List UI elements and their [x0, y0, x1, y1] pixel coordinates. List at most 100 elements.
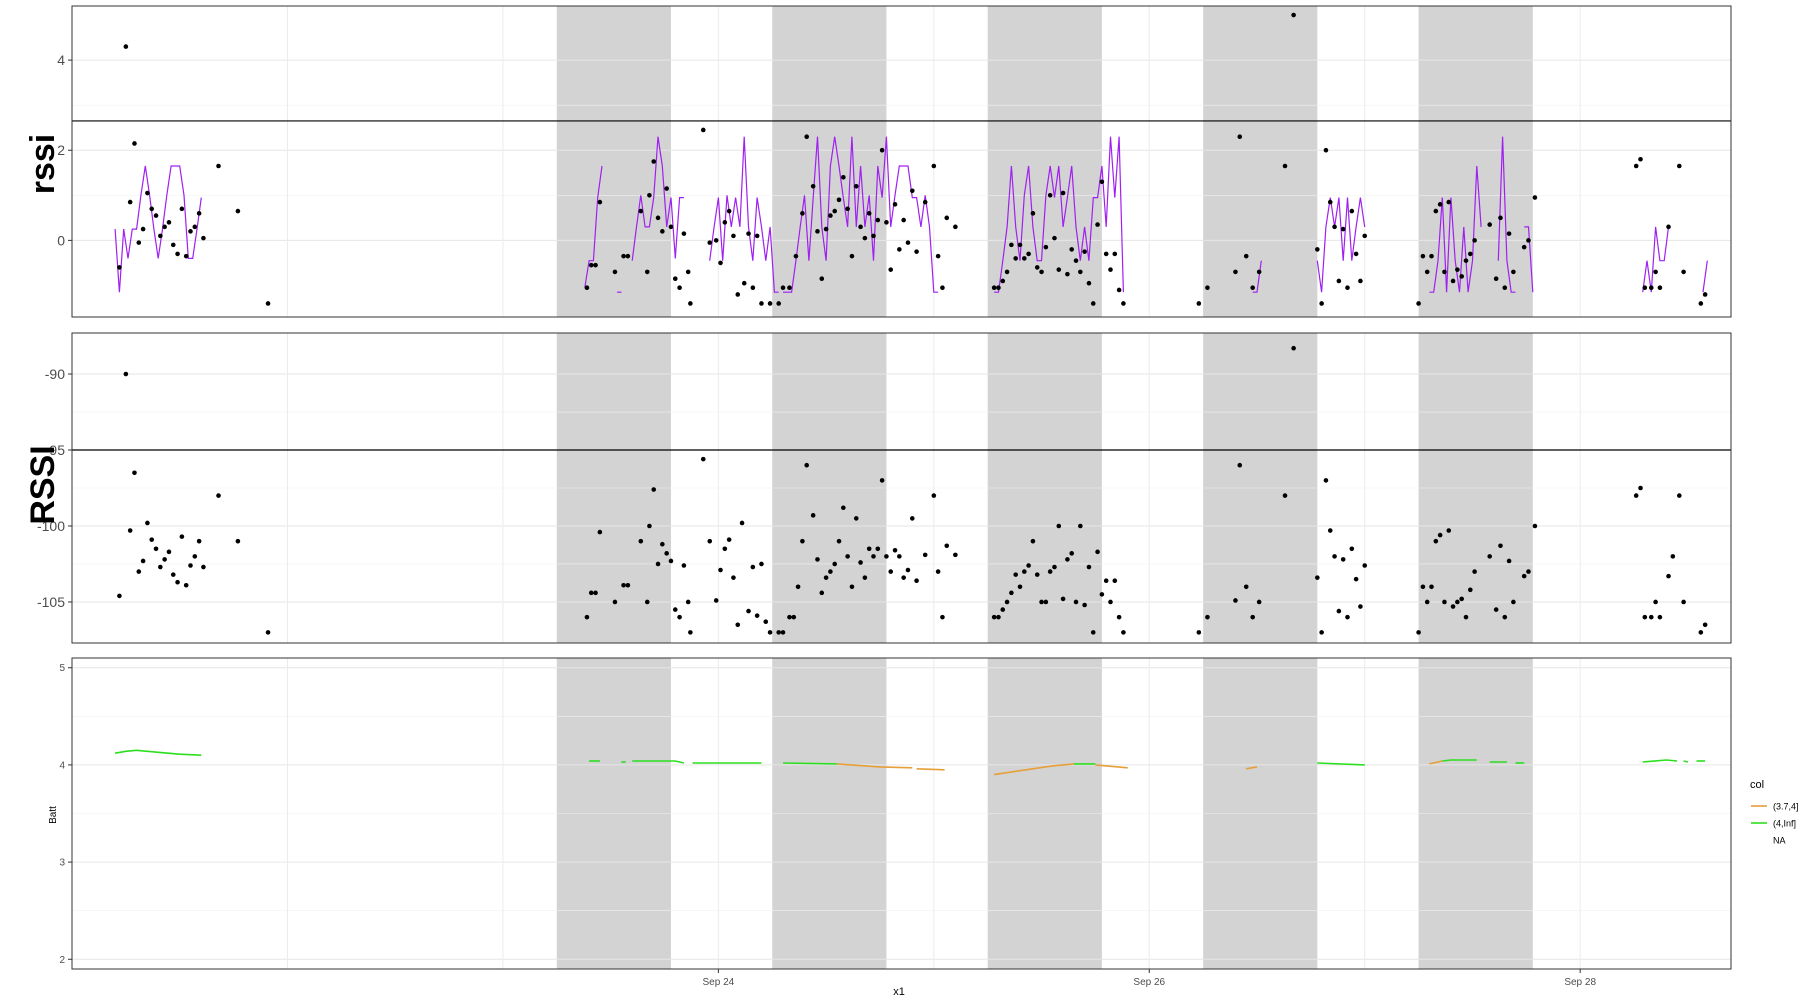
- data-point: [1022, 569, 1027, 574]
- data-point: [681, 563, 687, 568]
- data-point: [1116, 614, 1122, 620]
- data-point: [1327, 528, 1333, 533]
- data-point: [1487, 554, 1492, 559]
- data-point: [1429, 584, 1434, 590]
- data-point: [1681, 269, 1686, 275]
- data-point: [1653, 599, 1658, 605]
- y-tick-label: -95: [45, 442, 65, 458]
- data-point: [875, 546, 881, 552]
- data-point: [750, 564, 756, 570]
- batt-line-segment-10: [1095, 764, 1128, 769]
- data-point: [897, 247, 902, 252]
- batt-panel: 2 3 4 5: [59, 657, 1732, 970]
- data-point: [1506, 558, 1512, 564]
- data-point: [700, 456, 706, 462]
- series-line-segment-1: [584, 165, 603, 288]
- data-point: [1502, 614, 1508, 620]
- data-point: [158, 233, 163, 239]
- data-point: [1442, 269, 1447, 275]
- data-point: [746, 231, 751, 236]
- data-point: [1291, 345, 1296, 351]
- data-point: [1078, 523, 1083, 529]
- data-point: [1112, 251, 1118, 257]
- data-point: [175, 579, 180, 585]
- data-point: [1416, 630, 1421, 635]
- data-point: [647, 193, 652, 198]
- data-point: [1429, 253, 1434, 259]
- data-point: [1243, 253, 1249, 259]
- data-point: [638, 538, 644, 544]
- data-point: [1282, 163, 1288, 169]
- data-point: [1532, 523, 1538, 529]
- data-point: [1065, 271, 1070, 277]
- data-point: [914, 578, 919, 583]
- data-point: [216, 163, 221, 169]
- data-point: [660, 541, 665, 547]
- data-point: [216, 493, 221, 498]
- data-point: [793, 253, 799, 259]
- data-point: [625, 253, 631, 259]
- y-tick-label: 0: [57, 232, 65, 248]
- y-axis-title-rssi: rssi: [24, 134, 62, 195]
- series-line-segment-4: [709, 136, 779, 293]
- data-point: [1433, 208, 1439, 214]
- series-line-segment-10: [1497, 136, 1516, 293]
- data-point: [1493, 607, 1499, 612]
- data-point: [1498, 215, 1503, 221]
- data-point: [700, 127, 706, 133]
- data-point: [828, 213, 833, 218]
- data-point: [1121, 301, 1126, 306]
- data-point: [179, 534, 185, 539]
- batt-line-segment-6: [836, 763, 913, 769]
- data-point: [1442, 599, 1447, 605]
- data-point: [1437, 202, 1443, 207]
- data-point: [1666, 573, 1671, 579]
- data-point: [1034, 572, 1040, 577]
- data-point: [922, 552, 928, 558]
- data-point: [931, 163, 937, 169]
- data-point: [1702, 622, 1708, 628]
- data-point: [1648, 285, 1654, 291]
- data-point: [1196, 630, 1202, 635]
- data-point: [940, 614, 945, 620]
- data-point: [1657, 614, 1663, 620]
- batt-line-segment-5: [782, 762, 837, 765]
- data-point: [940, 285, 945, 291]
- data-point: [179, 206, 185, 212]
- data-point: [584, 285, 590, 291]
- data-point: [140, 558, 146, 564]
- data-point: [787, 614, 792, 620]
- data-point: [875, 217, 881, 223]
- data-point: [1455, 267, 1460, 272]
- batt-line-segment-18: [1683, 760, 1689, 763]
- data-point: [1323, 147, 1329, 153]
- data-point: [853, 183, 859, 189]
- shaded-band-2: [987, 6, 1102, 317]
- data-point: [996, 614, 1001, 620]
- data-point: [1349, 208, 1355, 214]
- data-point: [1256, 599, 1262, 605]
- data-point: [780, 630, 786, 635]
- data-point: [149, 537, 155, 542]
- data-point: [1353, 576, 1359, 582]
- data-point: [201, 564, 206, 570]
- data-point: [739, 520, 745, 526]
- data-point: [1060, 190, 1066, 196]
- batt-line-segment-12: [1317, 762, 1365, 766]
- shaded-band-4: [1418, 6, 1533, 317]
- data-point: [1237, 134, 1243, 140]
- data-point: [1526, 238, 1531, 243]
- data-point: [1362, 233, 1368, 239]
- legend-label-2: NA: [1773, 836, 1786, 846]
- panel-border: [71, 5, 1732, 318]
- data-point: [1493, 276, 1499, 281]
- data-point: [644, 269, 650, 275]
- data-point: [1676, 493, 1682, 498]
- data-point: [672, 607, 678, 612]
- data-point: [1353, 251, 1359, 257]
- data-point: [713, 238, 719, 243]
- data-point: [879, 478, 885, 483]
- data-point: [1511, 599, 1516, 605]
- data-point: [201, 235, 206, 241]
